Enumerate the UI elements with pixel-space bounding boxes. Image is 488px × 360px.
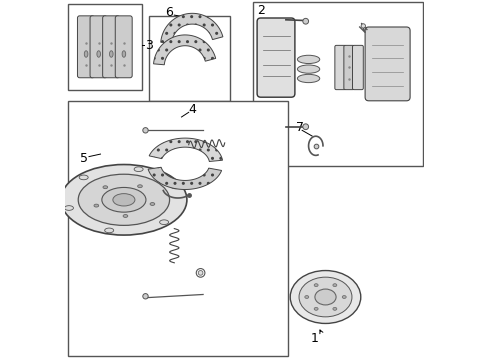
Ellipse shape <box>142 128 148 133</box>
FancyBboxPatch shape <box>90 16 107 78</box>
Ellipse shape <box>134 167 143 171</box>
Text: 1: 1 <box>310 332 318 345</box>
Ellipse shape <box>94 204 99 207</box>
Ellipse shape <box>342 296 346 298</box>
Text: 3: 3 <box>145 39 153 51</box>
Ellipse shape <box>97 51 101 57</box>
FancyBboxPatch shape <box>352 45 363 90</box>
Ellipse shape <box>297 65 319 73</box>
Ellipse shape <box>332 307 336 310</box>
Ellipse shape <box>109 51 113 57</box>
Ellipse shape <box>297 55 319 63</box>
Ellipse shape <box>332 284 336 287</box>
Ellipse shape <box>137 185 142 188</box>
Ellipse shape <box>64 206 73 210</box>
Ellipse shape <box>313 307 318 310</box>
Ellipse shape <box>103 186 107 189</box>
Bar <box>68 4 142 90</box>
Ellipse shape <box>113 194 135 206</box>
Text: 4: 4 <box>188 103 196 116</box>
Ellipse shape <box>104 228 113 233</box>
FancyBboxPatch shape <box>365 27 409 101</box>
Text: 2: 2 <box>257 4 264 17</box>
Ellipse shape <box>122 51 125 57</box>
Polygon shape <box>153 35 215 65</box>
Ellipse shape <box>123 215 127 217</box>
Bar <box>149 16 230 101</box>
FancyBboxPatch shape <box>77 16 94 78</box>
Text: 6: 6 <box>164 6 172 19</box>
Text: 5: 5 <box>80 152 88 165</box>
Ellipse shape <box>159 220 168 225</box>
Ellipse shape <box>299 277 351 317</box>
Ellipse shape <box>171 184 180 189</box>
Ellipse shape <box>297 75 319 83</box>
Ellipse shape <box>61 165 186 235</box>
Polygon shape <box>148 167 221 189</box>
Ellipse shape <box>302 124 308 130</box>
Bar <box>253 2 422 166</box>
Ellipse shape <box>313 284 318 287</box>
Ellipse shape <box>79 175 88 180</box>
Ellipse shape <box>78 174 169 225</box>
FancyBboxPatch shape <box>257 18 294 97</box>
Ellipse shape <box>102 188 145 212</box>
Polygon shape <box>161 13 223 43</box>
Ellipse shape <box>84 51 88 57</box>
FancyBboxPatch shape <box>343 45 353 90</box>
Ellipse shape <box>150 203 154 206</box>
Ellipse shape <box>304 296 308 298</box>
Ellipse shape <box>196 269 204 277</box>
FancyBboxPatch shape <box>102 16 120 78</box>
FancyBboxPatch shape <box>115 16 132 78</box>
Text: 7: 7 <box>296 121 304 134</box>
FancyBboxPatch shape <box>334 45 345 90</box>
Ellipse shape <box>302 18 308 24</box>
Ellipse shape <box>313 144 318 149</box>
Ellipse shape <box>314 289 335 305</box>
Ellipse shape <box>142 294 148 299</box>
Polygon shape <box>149 138 222 162</box>
Bar <box>68 101 287 356</box>
Ellipse shape <box>198 271 203 275</box>
Ellipse shape <box>289 271 360 324</box>
Ellipse shape <box>361 24 365 28</box>
